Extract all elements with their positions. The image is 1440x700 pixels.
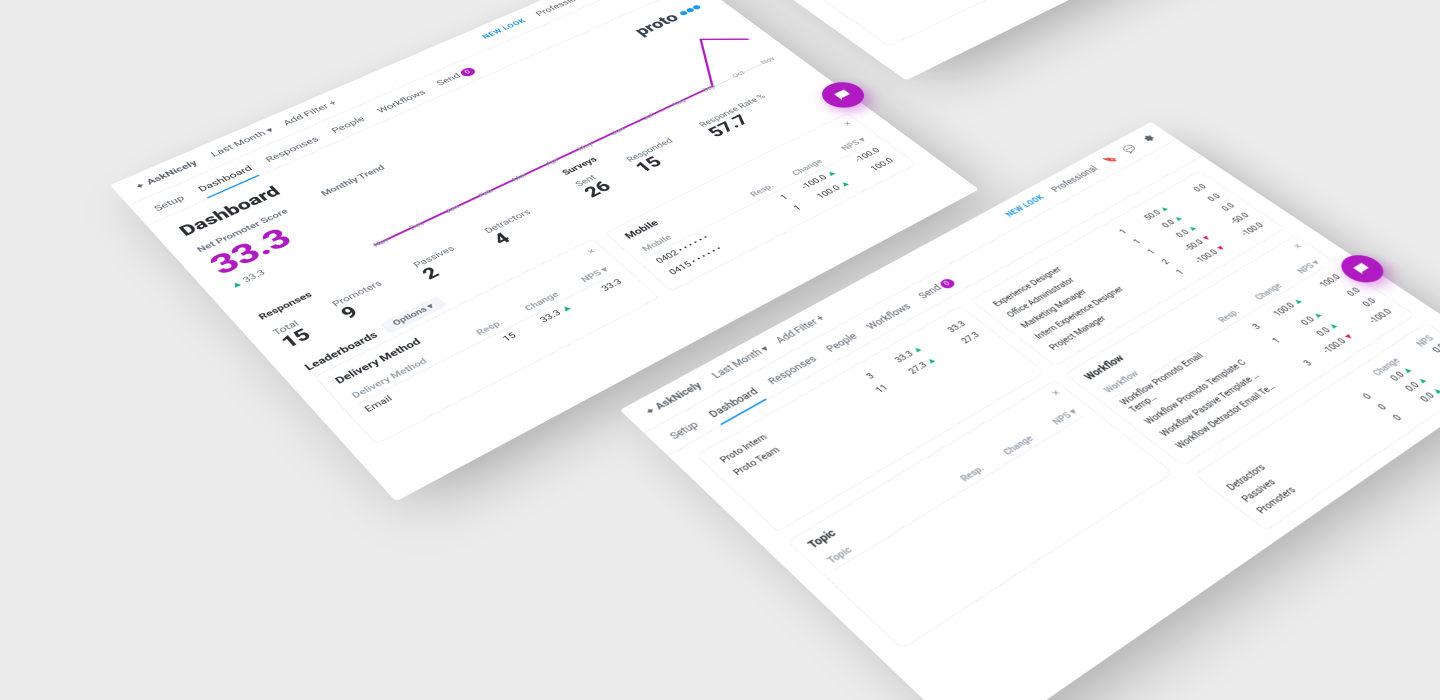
chat-icon[interactable]: 💬 bbox=[1121, 143, 1139, 154]
response-stat: Passives2 bbox=[411, 244, 471, 283]
bookmark-icon[interactable]: 🔖 bbox=[1101, 154, 1119, 165]
gear-icon[interactable] bbox=[1140, 133, 1157, 144]
response-stat: Promoters9 bbox=[330, 279, 398, 323]
response-stat: Total15 bbox=[271, 318, 316, 352]
panel-segment: × Segment SegmentResp.ChangeNPS ▾General… bbox=[755, 0, 1113, 47]
table-row[interactable]: Proto Team1127.3 ▲27.3 bbox=[830, 0, 1047, 3]
response-stat: Detractors4 bbox=[482, 208, 547, 249]
